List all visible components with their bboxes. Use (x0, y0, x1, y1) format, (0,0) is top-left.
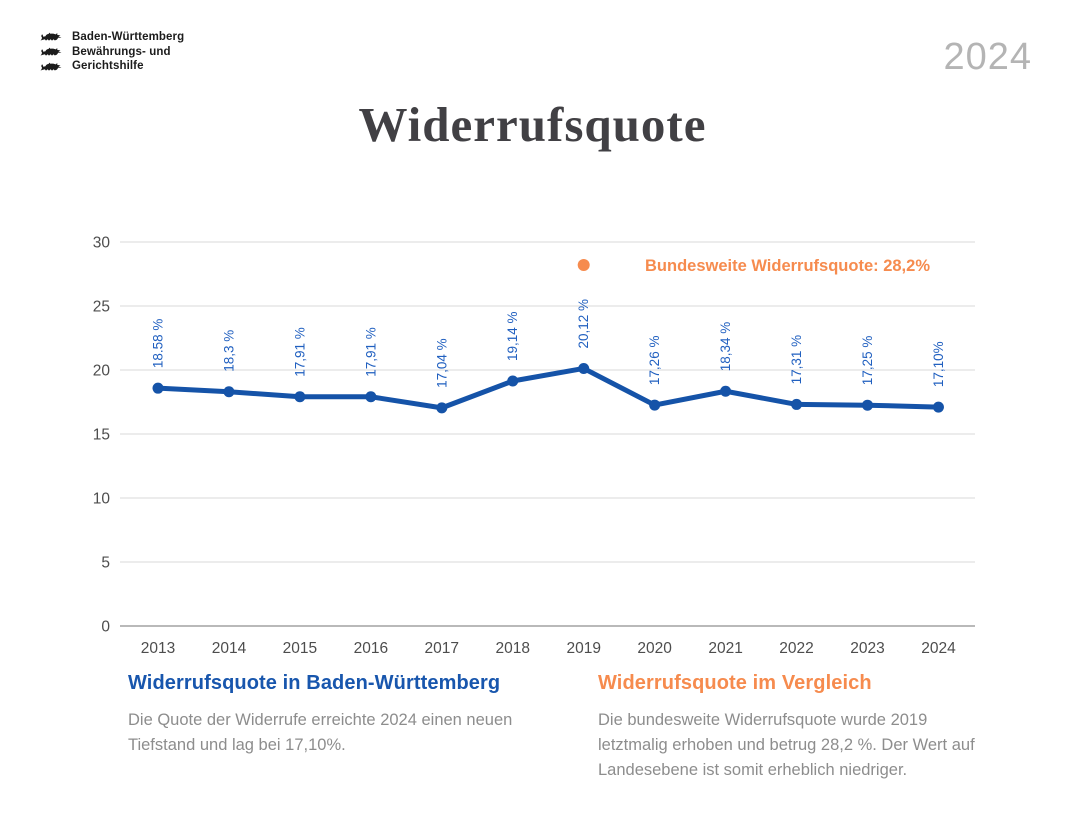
x-tick-label: 2019 (566, 640, 600, 657)
section-heading-bw: Widerrufsquote in Baden-Württemberg (128, 672, 501, 694)
page-title: Widerrufsquote (358, 97, 707, 152)
data-label: 17,31 % (789, 335, 804, 385)
data-point (507, 375, 519, 387)
chart-canvas: 0 5 10 15 20 25 30 2013 2014 2015 2016 2017 2018 2019… (93, 235, 975, 657)
data-label: 20,12 % (576, 299, 591, 349)
year-badge: 2024 (943, 36, 1032, 78)
logo-line-3: Gerichtshilfe (72, 60, 144, 72)
data-point (649, 399, 661, 411)
data-label: 17,04 % (434, 338, 449, 388)
data-label: 17,25 % (860, 336, 875, 386)
x-tick-label: 2013 (141, 640, 175, 657)
x-tick-label: 2023 (850, 640, 884, 657)
data-point (791, 398, 803, 410)
section-body-bw: Die Quote der Widerrufe erreichte 2024 e… (128, 711, 513, 754)
three-lions-icon (40, 32, 62, 71)
x-tick-label: 2021 (708, 640, 742, 657)
section-heading-vergleich: Widerrufsquote im Vergleich (598, 672, 872, 694)
data-point (152, 382, 164, 394)
x-tick-label: 2015 (283, 640, 317, 657)
y-tick-label: 5 (101, 555, 110, 572)
x-tick-label: 2018 (496, 640, 530, 657)
y-tick-label: 10 (93, 491, 111, 508)
data-label: 17,91 % (292, 327, 307, 377)
section-body-vergleich: Die bundesweite Widerrufsquote wurde 201… (598, 711, 975, 779)
x-tick-label: 2024 (921, 640, 956, 657)
federal-rate-point (577, 259, 590, 272)
data-point (294, 391, 306, 403)
widerrufsquote-line-chart: 0 5 10 15 20 25 30 2013 2014 2015 2016 2017 2018 2019… (0, 215, 1065, 685)
data-point (862, 399, 873, 411)
logo-line-2: Bewährungs- und (72, 45, 171, 58)
y-tick-label: 0 (101, 619, 110, 636)
logo: Baden-Württemberg Bewährungs- und Gerich… (38, 30, 184, 76)
section-vergleich: Widerrufsquote im Vergleich Die bundeswe… (598, 672, 980, 782)
data-point (578, 362, 590, 374)
x-tick-label: 2022 (779, 640, 813, 657)
y-tick-label: 30 (93, 235, 111, 252)
data-point (365, 391, 377, 403)
data-point (223, 386, 235, 398)
y-tick-label: 20 (93, 363, 111, 380)
data-point (720, 385, 732, 397)
y-tick-label: 15 (93, 427, 110, 444)
data-label: 17,10% (931, 341, 946, 387)
x-tick-label: 2014 (212, 640, 247, 657)
data-label: 18.58 % (151, 319, 166, 369)
data-label: 18,3 % (221, 330, 236, 372)
x-tick-label: 2017 (425, 640, 459, 657)
federal-rate-legend: Bundesweite Widerrufsquote: 28,2% (645, 257, 930, 275)
section-baden-wuerttemberg: Widerrufsquote in Baden-Württemberg Die … (128, 672, 516, 758)
data-label: 18,34 % (718, 322, 733, 372)
x-tick-label: 2016 (354, 640, 388, 657)
data-point (436, 402, 448, 414)
trend-line (155, 365, 941, 411)
logo-line-1: Baden-Württemberg (72, 31, 185, 43)
x-tick-label: 2020 (637, 640, 672, 657)
data-point (932, 401, 944, 413)
data-label: 17,26 % (647, 336, 662, 386)
data-label: 17,91 % (363, 327, 378, 377)
y-tick-label: 25 (93, 299, 110, 316)
logo-text: Baden-Württemberg Bewährungs- und Gerich… (72, 30, 184, 74)
data-label: 19,14 % (505, 311, 520, 361)
